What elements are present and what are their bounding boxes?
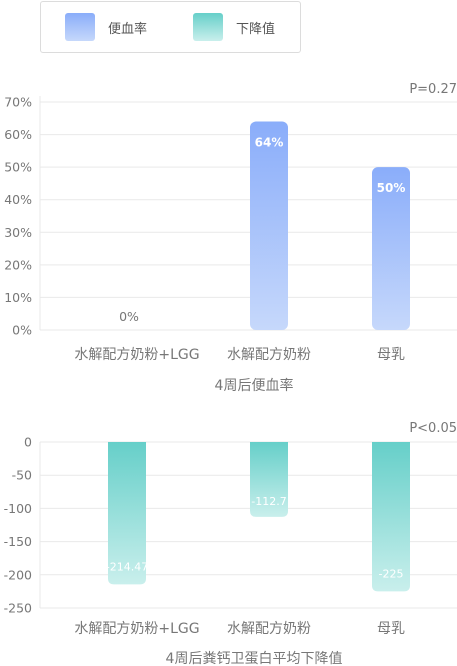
- y-tick-label: -50: [12, 468, 32, 483]
- legend-item-decrease: 下降值: [193, 13, 275, 41]
- y-tick-label: 50%: [4, 160, 32, 175]
- y-tick-label: 40%: [4, 192, 32, 207]
- chart-title: 4周后便血率: [215, 377, 294, 394]
- x-category-label: 母乳: [377, 347, 405, 363]
- y-tick-label: -100: [4, 501, 32, 516]
- bar: [372, 167, 410, 330]
- bar-value-label: 64%: [255, 136, 284, 150]
- x-category-label: 水解配方奶粉: [227, 621, 311, 637]
- p-value-annotation: P<0.05: [409, 421, 457, 436]
- blood-rate-chart: 0% 10% 20% 30% 40% 50% 60% 70% P=0.27 0% 水解配方奶粉+LG…: [4, 82, 457, 394]
- y-tick-label: 10%: [4, 290, 32, 305]
- y-tick-label: -150: [4, 534, 32, 549]
- chart-title: 4周后粪钙卫蛋白平均下降值: [166, 651, 343, 666]
- legend-swatch-decrease: [193, 13, 223, 41]
- y-tick-label: 0: [24, 435, 32, 450]
- p-value-annotation: P=0.27: [409, 82, 457, 97]
- bar-value-label: 0%: [119, 309, 139, 324]
- bar-value-label: -214.47: [106, 560, 148, 573]
- calprotectin-chart: 0 -50 -100 -150 -200 -250 P<0.05 -214.47 水解配方奶粉+…: [4, 421, 457, 666]
- legend-label-decrease: 下降值: [236, 21, 276, 37]
- y-tick-label: 60%: [4, 127, 32, 142]
- y-tick-label: -200: [4, 567, 32, 582]
- legend-swatch-blood-rate: [65, 13, 95, 41]
- x-category-label: 母乳: [377, 621, 405, 637]
- y-tick-label: -250: [4, 601, 32, 616]
- y-tick-label: 0%: [12, 323, 32, 338]
- bar-value-label: 50%: [377, 181, 406, 195]
- y-tick-label: 20%: [4, 257, 32, 272]
- bar: [250, 442, 288, 517]
- y-tick-label: 30%: [4, 225, 32, 240]
- bar-value-label: -112.7: [251, 495, 286, 508]
- bar: [250, 121, 288, 331]
- bar-value-label: -225: [379, 567, 404, 580]
- y-tick-label: 70%: [4, 95, 32, 110]
- x-category-label: 水解配方奶粉+LGG: [74, 621, 199, 637]
- x-category-label: 水解配方奶粉: [227, 347, 311, 363]
- bar: [108, 442, 146, 585]
- bar: [372, 442, 410, 592]
- legend-label-blood-rate: 便血率: [108, 21, 148, 37]
- x-category-label: 水解配方奶粉+LGG: [74, 347, 199, 363]
- legend-item-blood-rate: 便血率: [65, 13, 147, 41]
- chart-legend: 便血率 下降值: [40, 1, 301, 53]
